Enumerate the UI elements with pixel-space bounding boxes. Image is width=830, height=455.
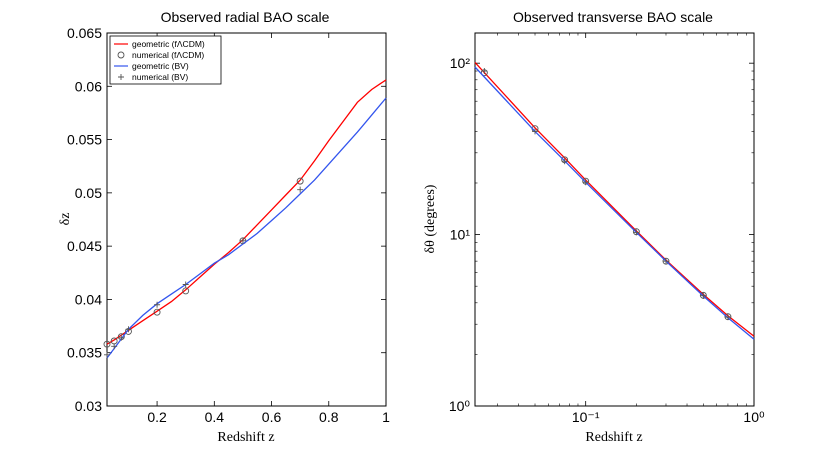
y-tick-label: 0.065 xyxy=(67,25,102,41)
x-tick-label: 0.6 xyxy=(262,409,282,425)
legend-label-numerical-bv: numerical (BV) xyxy=(132,72,188,82)
transverse-x-axis-label: Redshift z xyxy=(585,430,642,445)
radial-chart-title: Observed radial BAO scale xyxy=(161,9,330,25)
data-point-plus-numerical-bv xyxy=(104,351,110,358)
data-point-plus-numerical-bv xyxy=(111,343,118,350)
data-point-circle-numerical-flcdm xyxy=(103,340,111,348)
radial-legend: geometric (fΛCDM) numerical (fΛCDM) geom… xyxy=(109,35,222,85)
data-point-plus-numerical-bv xyxy=(561,158,568,165)
x-tick-label: 1 xyxy=(382,409,390,425)
radial-y-axis-label: δz xyxy=(58,213,73,226)
legend-swatch-plus-marker xyxy=(118,74,124,80)
radial-plot-frame xyxy=(106,32,387,407)
data-point-plus-numerical-bv xyxy=(662,258,669,265)
x-tick-label: 0.8 xyxy=(319,409,339,425)
y-tick-label: 0.055 xyxy=(67,132,102,148)
y-tick-label: 0.035 xyxy=(67,345,102,361)
data-point-plus-numerical-bv xyxy=(633,229,640,236)
y-tick-label: 10² xyxy=(450,55,471,71)
y-tick-label: 0.03 xyxy=(75,398,102,414)
transverse-plot-frame xyxy=(474,32,755,407)
data-point-plus-numerical-bv xyxy=(125,326,132,333)
data-point-plus-numerical-bv xyxy=(182,281,189,288)
radial-bao-panel: Observed radial BAO scale 0.03 0.035 0.04 0… xyxy=(58,9,390,445)
legend-label-numerical-flcdm: numerical (fΛCDM) xyxy=(132,50,204,60)
legend-box xyxy=(109,35,222,85)
y-tick-label: 0.06 xyxy=(75,78,102,94)
legend-label-geometric-flcdm: geometric (fΛCDM) xyxy=(132,39,205,49)
x-tick-label: 0.4 xyxy=(205,409,225,425)
data-point-circle-numerical-flcdm xyxy=(153,308,161,316)
data-point-plus-numerical-bv xyxy=(297,186,304,193)
data-point-circle-numerical-flcdm xyxy=(182,287,190,295)
data-point-plus-numerical-bv xyxy=(700,292,707,299)
y-tick-label: 0.045 xyxy=(67,238,102,254)
data-point-plus-numerical-bv xyxy=(118,334,125,341)
radial-x-axis-label: Redshift z xyxy=(217,430,274,445)
data-point-plus-numerical-bv xyxy=(582,179,589,186)
x-tick-label: 0.2 xyxy=(147,409,167,425)
data-point-plus-numerical-bv xyxy=(481,68,488,75)
data-point-circle-numerical-flcdm xyxy=(296,177,304,185)
x-tick-label: 10⁰ xyxy=(743,409,765,425)
y-tick-label: 10¹ xyxy=(450,227,471,243)
transverse-chart-title: Observed transverse BAO scale xyxy=(513,9,713,25)
y-tick-label: 0.04 xyxy=(75,291,102,307)
data-point-plus-numerical-bv xyxy=(532,128,539,135)
data-point-plus-numerical-bv xyxy=(154,301,161,308)
data-point-plus-numerical-bv xyxy=(724,314,731,321)
transverse-y-axis-label: δθ (degrees) xyxy=(423,184,438,253)
data-point-plus-numerical-bv xyxy=(239,237,246,244)
series-line-geometric-bv xyxy=(106,97,387,359)
y-tick-label: 0.05 xyxy=(75,185,102,201)
x-tick-label: 10⁻¹ xyxy=(572,409,600,425)
y-tick-label: 10⁰ xyxy=(449,398,471,414)
transverse-bao-panel: Observed transverse BAO scale 10⁰ 10¹ 10² 1… xyxy=(423,9,765,445)
legend-label-geometric-bv: geometric (BV) xyxy=(132,61,189,71)
legend-swatch-circle-marker xyxy=(117,51,125,59)
